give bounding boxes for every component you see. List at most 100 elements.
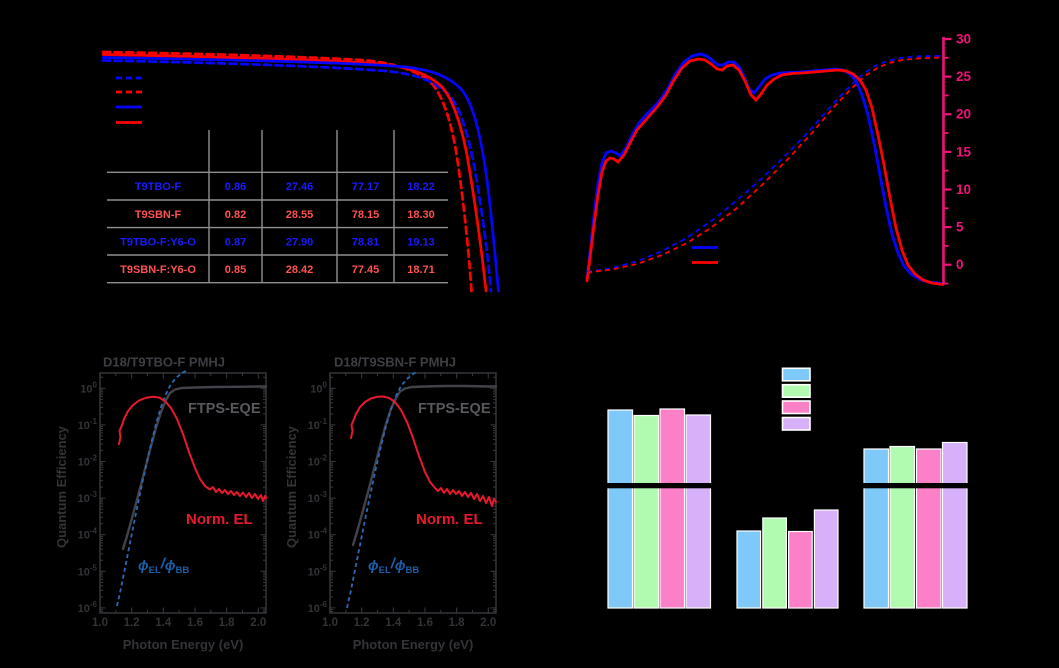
axes-ticks (329, 373, 496, 613)
integrated-j-right-axis: 30 25 20 15 10 5 0 (942, 32, 972, 285)
x-tick-label: 1.2 (124, 617, 140, 629)
legend-swatch-series-2 (781, 383, 811, 399)
cell-device-name: T9TBO-F (135, 181, 182, 193)
x-tick-label: 1.0 (322, 617, 338, 629)
bar-series-4-group-1 (685, 414, 712, 609)
legend-swatch-series-1 (781, 367, 811, 382)
x-tick-label: 1.0 (92, 617, 108, 629)
cell-ff: 77.45 (352, 264, 380, 276)
device-parameters-table: T9TBO-F 0.86 27.46 77.17 18.22 T9SBN-F 0… (107, 130, 448, 284)
cell-pce: 18.30 (407, 209, 435, 221)
legend-swatch-series-3 (781, 400, 811, 415)
right-axis-tick-label: 15 (956, 144, 972, 159)
bar-series-3-group-2 (787, 530, 813, 609)
cell-jsc: 27.46 (286, 181, 314, 193)
x-tick-label: 1.2 (354, 617, 370, 629)
table-row: T9TBO-F:Y6-O 0.87 27.90 78.81 19.13 (120, 237, 435, 249)
integrated-j-curve-red (586, 56, 944, 274)
eqe-curve-red (585, 57, 945, 286)
cell-voc: 0.85 (225, 264, 246, 276)
right-axis-tick-label: 20 (956, 107, 971, 122)
cell-pce: 18.71 (407, 264, 435, 276)
bar-series-1-group-2 (736, 530, 762, 609)
norm-el-curve (350, 395, 497, 507)
y-axis-label: Quantum Efficiency (54, 425, 69, 548)
bar-groups (607, 408, 968, 609)
cell-ff: 78.15 (352, 209, 380, 221)
x-tick-label: 1.8 (449, 617, 466, 629)
table-row: T9SBN-F 0.82 28.55 78.15 18.30 (135, 209, 435, 221)
bar-series-2-group-2 (762, 517, 787, 609)
x-axis-label: Photon Energy (eV) (123, 637, 244, 652)
jv-curve-t9tbo-f-y6o (101, 56, 500, 293)
cell-voc: 0.86 (225, 181, 246, 193)
x-tick-label: 2.0 (480, 617, 496, 629)
right-axis-ticks (943, 37, 952, 285)
y-tick-label: 10-3 (78, 490, 98, 505)
bar-series-3-group-3 (915, 448, 942, 609)
y-axis-label: Quantum Efficiency (284, 425, 299, 548)
cell-ff: 78.81 (352, 237, 380, 249)
bar-legend (781, 367, 811, 431)
jv-curve-t9sbn-f-y6o (101, 53, 488, 293)
ftps-eqe-curve (351, 384, 498, 547)
phi-ratio-label: ϕEL/ϕBB (368, 556, 419, 577)
cell-device-name: T9TBO-F:Y6-O (120, 237, 196, 249)
y-tick-label: 10-5 (308, 563, 328, 578)
cell-pce: 18.22 (407, 181, 435, 193)
bar-series-2-group-1 (633, 414, 660, 609)
ftps-eqe-label: FTPS-EQE (418, 401, 491, 417)
x-tick-label: 1.6 (417, 617, 433, 629)
panel-c-ftps-plot: D18/T9TBO-F PMHJ FTPS-EQE Norm. EL ϕEL/ϕ… (54, 355, 268, 652)
y-tick-label: 100 (80, 380, 97, 395)
y-tick-label: 10-4 (308, 527, 328, 542)
bar-series-1-group-1 (607, 409, 634, 609)
y-tick-label: 100 (310, 380, 327, 395)
x-tick-label: 2.0 (250, 617, 266, 629)
axis-break-band (601, 483, 974, 489)
panel-b-eqe-plot: 30 25 20 15 10 5 0 (585, 32, 972, 286)
y-tick-label: 10-6 (78, 600, 98, 615)
y-tick-label: 10-4 (78, 527, 98, 542)
cell-device-name: T9SBN-F:Y6-O (120, 264, 196, 276)
cell-pce: 19.13 (407, 237, 435, 249)
y-tick-label: 10-5 (78, 563, 98, 578)
bar-series-4-group-3 (941, 441, 968, 609)
cell-jsc: 28.42 (286, 264, 314, 276)
norm-el-label: Norm. EL (186, 511, 253, 528)
panel-d-ftps-plot: D18/T9SBN-F PMHJ FTPS-EQE Norm. EL ϕEL/ϕ… (284, 355, 498, 652)
x-axis-label: Photon Energy (eV) (353, 637, 474, 652)
cell-jsc: 28.55 (286, 209, 314, 221)
bar-series-4-group-2 (813, 509, 839, 609)
phi-ratio-curve (346, 370, 419, 609)
cell-device-name: T9SBN-F (135, 209, 182, 221)
x-tick-label: 1.8 (219, 617, 236, 629)
phi-ratio-label: ϕEL/ϕBB (138, 556, 189, 577)
bar-series-2-group-3 (889, 445, 916, 609)
cell-jsc: 27.90 (286, 237, 314, 249)
cell-ff: 77.17 (352, 181, 380, 193)
ftps-eqe-label: FTPS-EQE (188, 401, 261, 417)
y-tick-label: 10-1 (308, 417, 328, 432)
panel-a-jv-plot: T9TBO-F 0.86 27.46 77.17 18.22 T9SBN-F 0… (101, 50, 500, 293)
integrated-j-curve-blue (586, 54, 944, 273)
phi-ratio-curve (116, 370, 187, 607)
ftps-eqe-curve (121, 385, 268, 551)
panel-e-bar-chart (601, 367, 974, 609)
right-axis-tick-label: 5 (956, 220, 964, 235)
table-row: T9TBO-F 0.86 27.46 77.17 18.22 (135, 181, 435, 193)
norm-el-curve (118, 395, 267, 502)
y-tick-label: 10-6 (308, 600, 328, 615)
jv-curve-t9tbo-f (101, 59, 493, 293)
cell-voc: 0.82 (225, 209, 246, 221)
right-axis-tick-label: 30 (956, 32, 971, 47)
y-tick-label: 10-2 (78, 454, 98, 469)
y-tick-label: 10-1 (78, 417, 98, 432)
bar-series-1-group-3 (863, 448, 890, 609)
right-axis-tick-label: 25 (956, 69, 972, 84)
table-row: T9SBN-F:Y6-O 0.85 28.42 77.45 18.71 (120, 264, 435, 276)
x-tick-label: 1.6 (187, 617, 203, 629)
legend-swatch-series-4 (781, 416, 811, 431)
